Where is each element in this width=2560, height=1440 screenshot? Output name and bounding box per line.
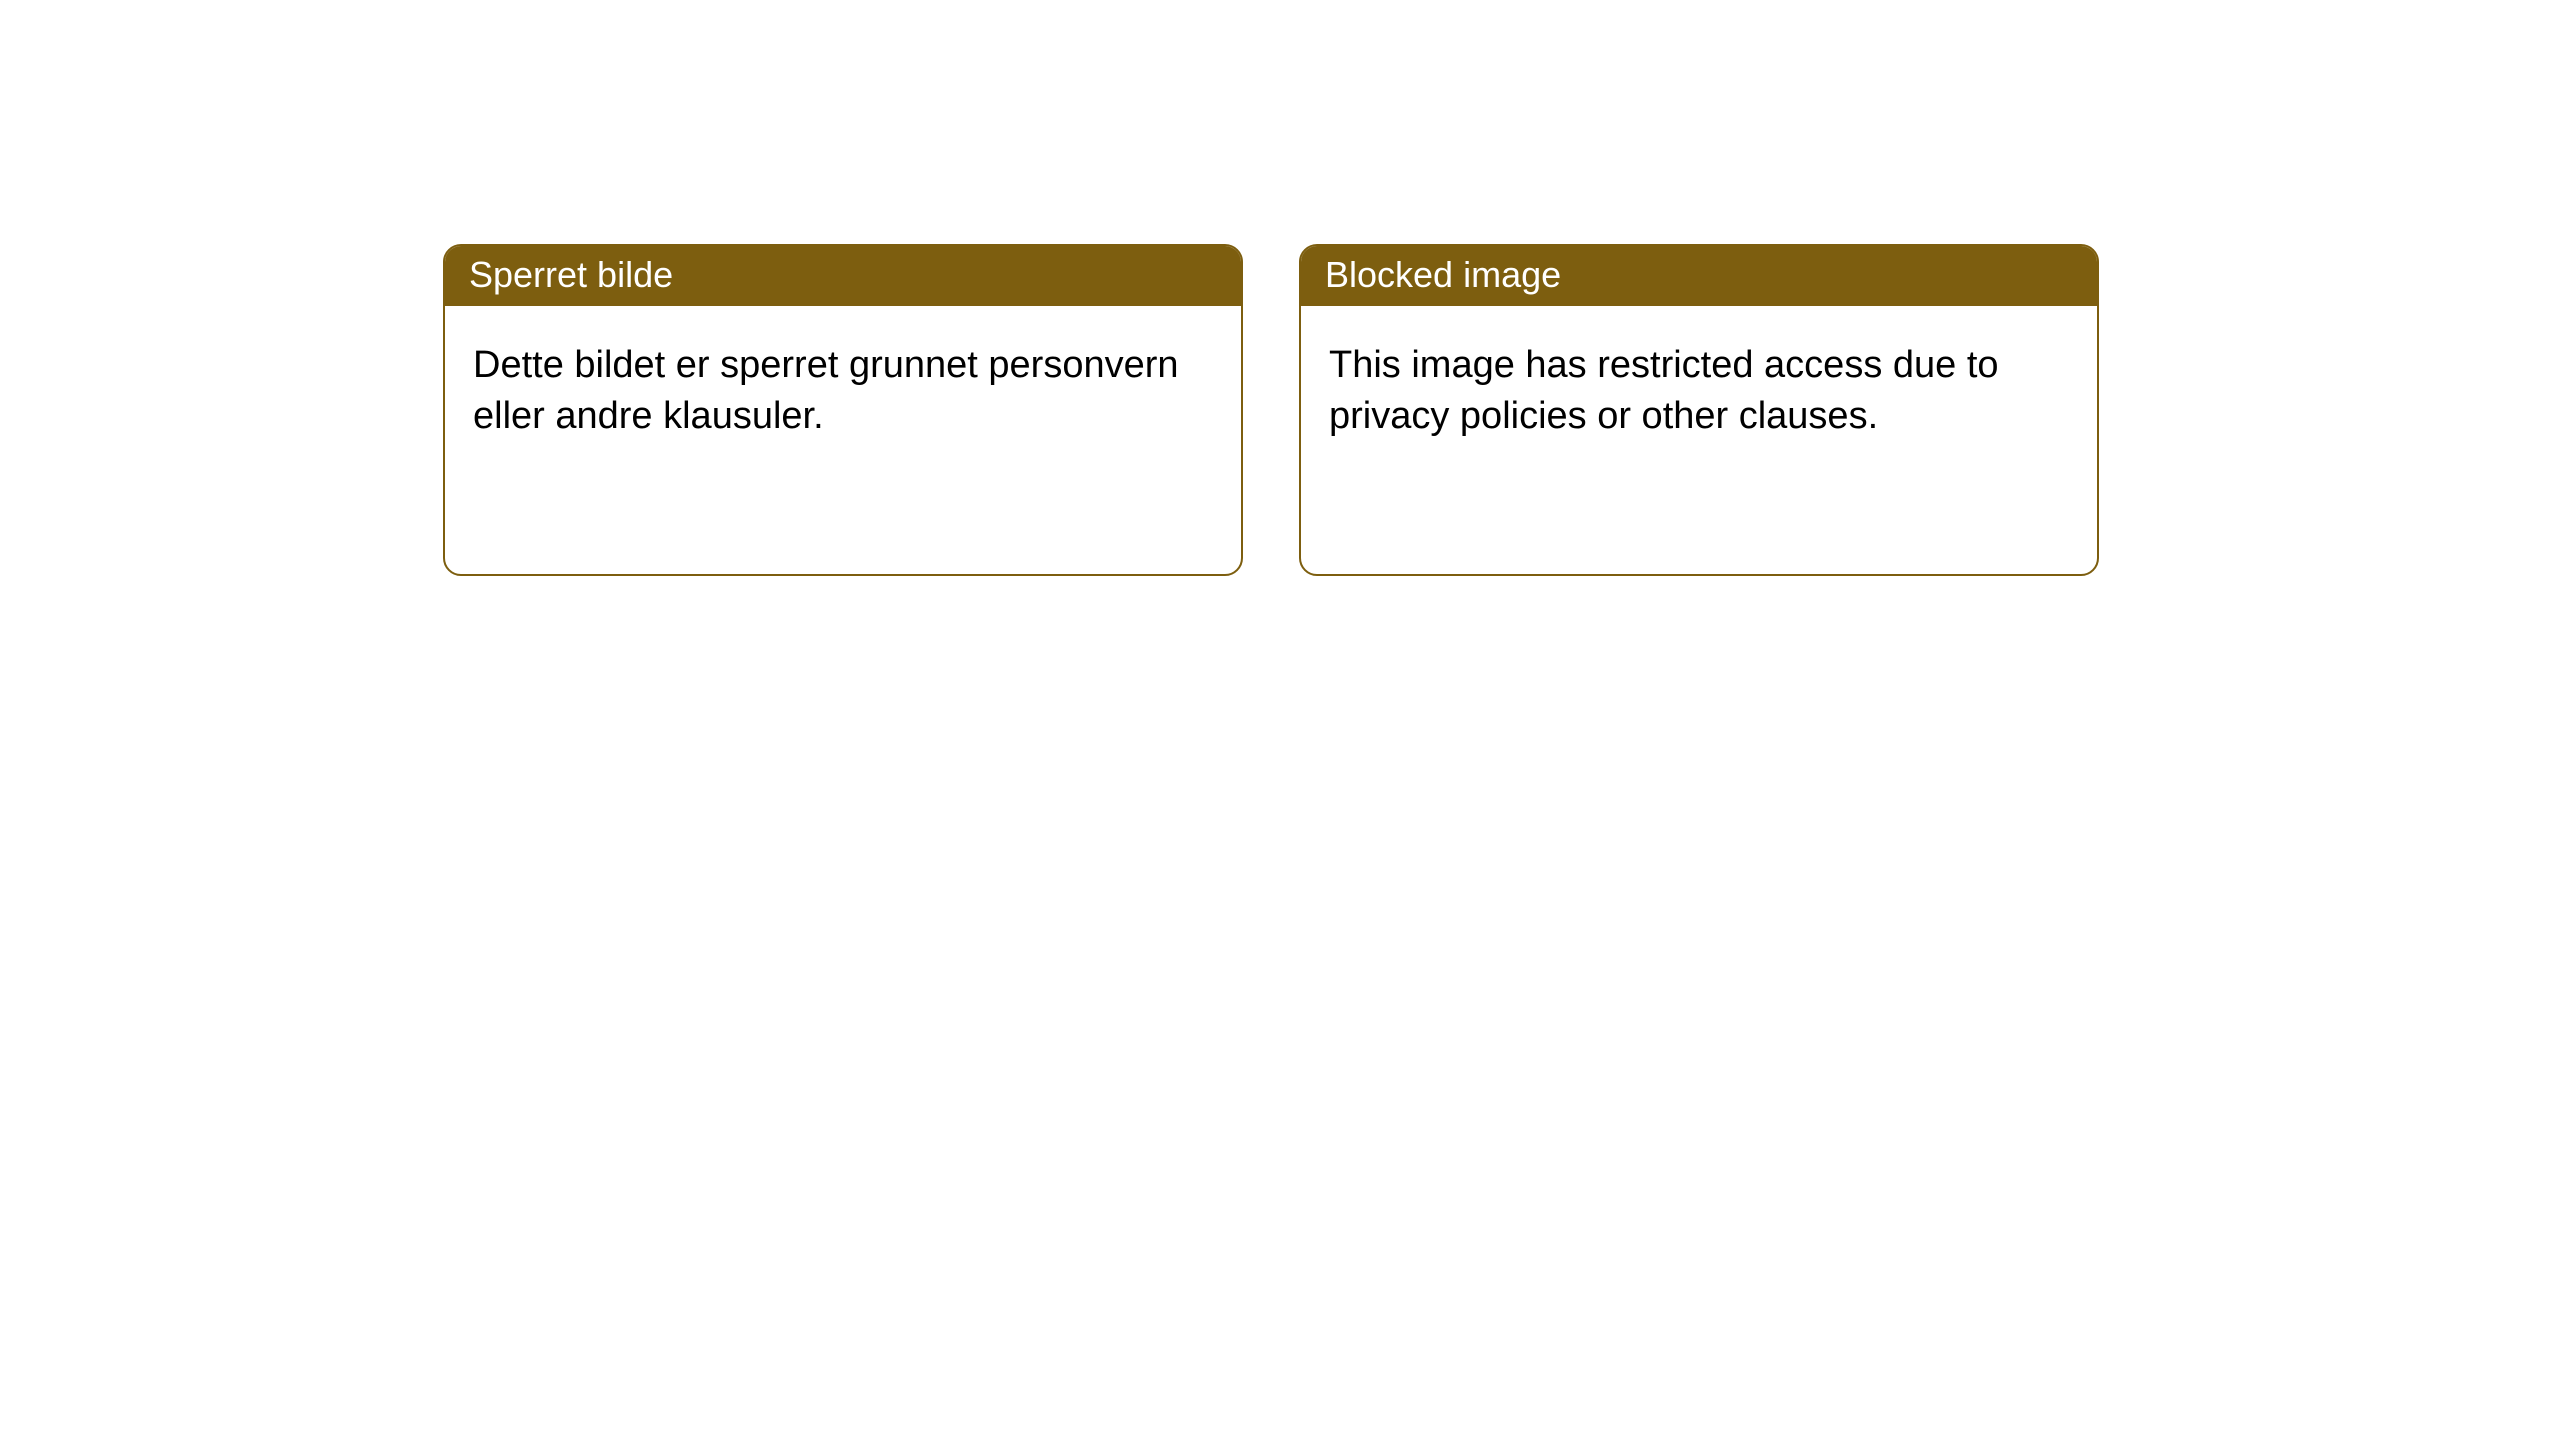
notice-header: Sperret bilde — [445, 246, 1241, 306]
notice-box-norwegian: Sperret bilde Dette bildet er sperret gr… — [443, 244, 1243, 576]
notice-body: Dette bildet er sperret grunnet personve… — [445, 306, 1241, 477]
notice-container: Sperret bilde Dette bildet er sperret gr… — [0, 0, 2560, 576]
notice-body-text: Dette bildet er sperret grunnet personve… — [473, 344, 1179, 437]
notice-title: Sperret bilde — [469, 254, 673, 296]
notice-title: Blocked image — [1325, 254, 1561, 296]
notice-body: This image has restricted access due to … — [1301, 306, 2097, 477]
notice-body-text: This image has restricted access due to … — [1329, 344, 1999, 437]
notice-header: Blocked image — [1301, 246, 2097, 306]
notice-box-english: Blocked image This image has restricted … — [1299, 244, 2099, 576]
